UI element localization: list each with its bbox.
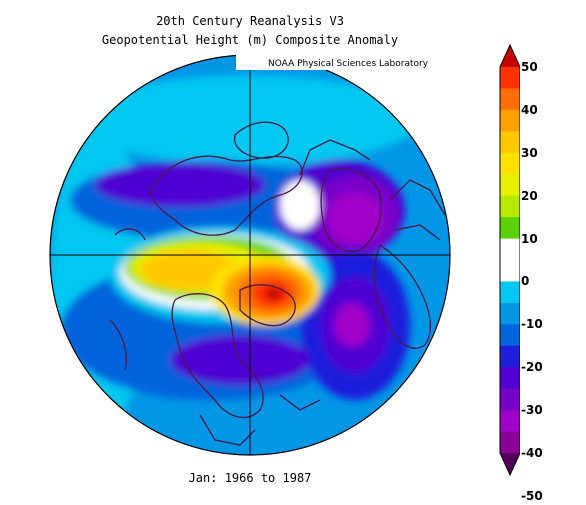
colorbar-segment [500,67,520,89]
colorbar-tick-label: 0 [521,274,530,289]
colorbar-segment [500,88,520,111]
colorbar-segment [500,174,520,197]
colorbar-tick-label: 30 [521,145,538,160]
colorbar-segment [500,388,520,411]
credit-box [236,54,450,70]
colorbar-tick-label: 20 [521,188,538,203]
colorbar-segment [500,131,520,154]
colorbar [499,43,520,477]
colorbar-bottom-arrow [500,453,520,475]
colorbar-tick-label: -40 [521,446,543,460]
colorbar-segments [500,45,520,475]
colorbar-segment [500,367,520,390]
coastlines [109,121,446,446]
colorbar-segment [500,345,520,368]
map-title: 20th Century Reanalysis V3 [156,14,344,28]
colorbar-outline [499,43,520,477]
colorbar-segment [500,302,520,325]
colorbar-tick-label: -50 [521,488,543,503]
map-subtitle: Geopotential Height (m) Composite Anomal… [101,33,399,47]
colorbar-segment [500,238,520,261]
colorbar-tick-label: -20 [521,360,543,375]
colorbar-segment [500,195,520,218]
colorbar-segment [500,431,520,454]
colorbar-segment [500,152,520,175]
colorbar-segment [500,324,520,347]
colorbar-segment [500,260,520,282]
colorbar-segment [500,217,520,240]
colorbar-segment [500,281,520,304]
colorbar-tick-label: -30 [521,403,543,418]
colorbar-segment [500,109,520,132]
colorbar-tick-label: -10 [521,317,543,332]
colorbar-segment [500,410,520,433]
colorbar-top-arrow [500,45,520,67]
colorbar-tick-label: 40 [521,102,538,117]
colorbar-tick-label: 10 [521,231,538,246]
credit-label: NOAA Physical Sciences Laboratory [268,59,429,69]
colorbar-tick-label: 50 [521,60,538,74]
date-range-caption: Jan: 1966 to 1987 [188,471,312,485]
